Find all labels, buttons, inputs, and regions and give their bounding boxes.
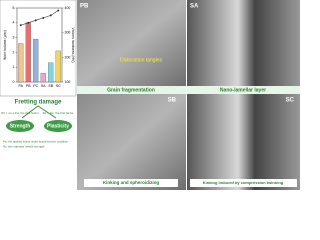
x-tick-label: SC (56, 84, 61, 88)
y-tick-label: 5 (13, 6, 15, 10)
micrograph (187, 94, 300, 190)
panel-caption: Grain fragmentation (107, 87, 155, 93)
note: Fw: the applied stress under actual serv… (3, 140, 68, 144)
figure: Fretting damage Rc < σs ≤ Fw, the first … (0, 0, 300, 190)
node (6, 120, 34, 132)
panel-annotation: Dislocation tangles (120, 57, 162, 63)
x-tick-label: PA (19, 84, 24, 88)
y-tick-label: 3 (13, 36, 15, 40)
y-axis-label: Worn volume (μm³) (3, 30, 7, 60)
line (20, 10, 59, 26)
line-marker (57, 9, 60, 12)
node-label: Plasticity (47, 123, 69, 129)
caption-box (84, 179, 178, 187)
node-label: Strength (10, 123, 31, 129)
bar (18, 43, 24, 83)
x-tick-label: SB (48, 84, 53, 88)
y2-tick-label: 200 (65, 55, 71, 59)
diagram-title: Fretting damage (15, 100, 62, 106)
x-tick-label: PB (26, 84, 31, 88)
bar (40, 72, 46, 83)
panel-caption: Kinking and spheroidizing (103, 180, 160, 185)
panel-label: PB (80, 4, 89, 10)
plot-area (16, 7, 63, 83)
bar (48, 62, 54, 83)
micrograph (187, 0, 300, 86)
y-tick-label: 4 (13, 21, 15, 25)
note: Rc: the materials' tensile strength (3, 145, 45, 149)
panel-label: SC (286, 98, 295, 104)
caption-strip (77, 86, 186, 94)
panel-label: SB (168, 98, 177, 104)
line-marker (34, 19, 37, 22)
panel-label: SA (190, 4, 199, 10)
node-condition: Rc > Fw, the first factor (43, 111, 74, 115)
bar (25, 22, 31, 83)
line-marker (42, 16, 45, 19)
panel-caption: Nano-lamellar layer (220, 87, 266, 93)
caption-box (190, 179, 297, 187)
y-tick-label: 2 (13, 50, 15, 54)
diagram-arrows (21, 105, 57, 119)
y2-tick-label: 400 (65, 6, 71, 10)
bar (33, 38, 39, 83)
panel-caption: Kinking induced by compression twinning (203, 180, 284, 185)
y-tick-label: 1 (13, 65, 15, 69)
bar (55, 50, 61, 83)
x-tick-label: SA (41, 84, 46, 88)
x-tick-label: PC (33, 84, 38, 88)
y2-tick-label: 300 (65, 31, 71, 35)
caption-strip (187, 86, 300, 94)
line-marker (27, 21, 30, 24)
y2-tick-label: 100 (65, 80, 71, 84)
node (44, 120, 72, 132)
line-marker (49, 14, 52, 17)
micrograph (77, 0, 186, 86)
y2-axis-label: Vickers hardness (HV) (71, 28, 75, 63)
micrograph (77, 94, 186, 190)
line-marker (19, 24, 22, 27)
node-condition: Rc < σs ≤ Fw, the first factor (1, 111, 38, 115)
y-tick-label: 0 (13, 80, 15, 84)
